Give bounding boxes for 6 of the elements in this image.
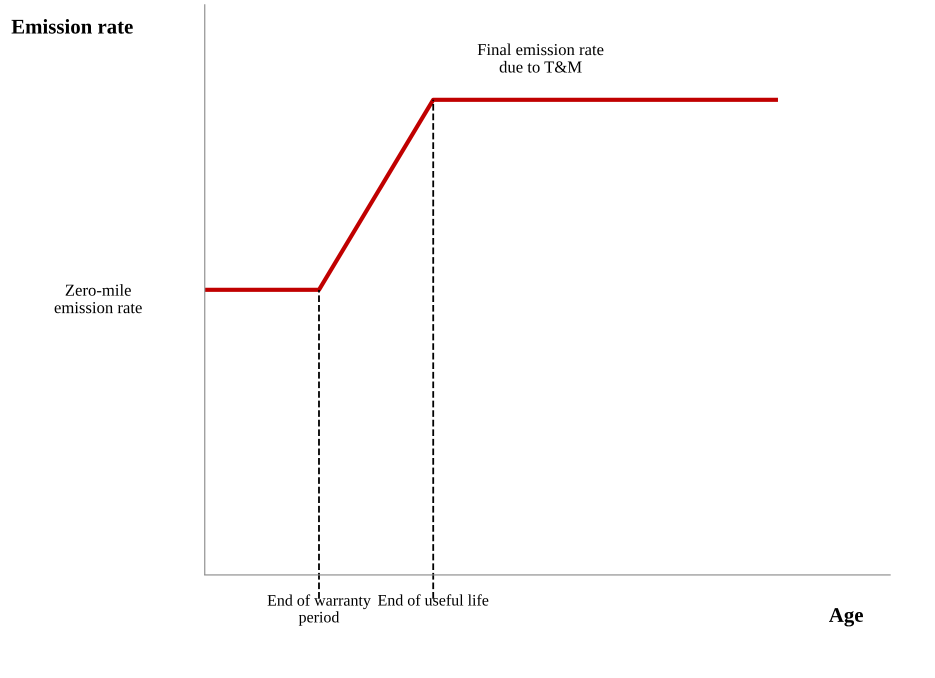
text: Zero-mile emission rate	[54, 284, 142, 314]
y-axis-title: Emission rate	[12, 19, 133, 34]
x-axis-title: Age	[829, 608, 863, 626]
x-tick-label: End of warranty period	[268, 594, 371, 626]
x-tick-label: End of useful life	[378, 594, 488, 606]
annotation: Final emission rate due to T&M	[478, 43, 604, 73]
